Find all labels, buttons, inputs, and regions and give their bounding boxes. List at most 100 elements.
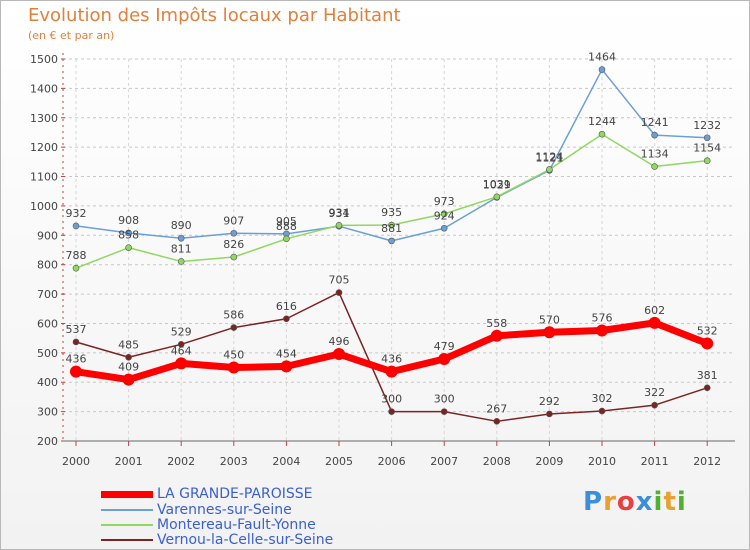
chart-title: Evolution des Impôts locaux par Habitant xyxy=(28,5,401,26)
data-label: 1232 xyxy=(693,119,721,132)
data-point xyxy=(230,229,238,237)
chart-subtitle: (en € et par an) xyxy=(28,29,115,42)
data-label: 935 xyxy=(381,206,402,219)
data-point xyxy=(227,361,240,374)
data-point xyxy=(125,229,132,237)
data-point xyxy=(72,222,80,230)
data-label: 267 xyxy=(486,402,507,415)
data-point xyxy=(70,365,82,378)
data-label: 454 xyxy=(276,347,297,360)
logo-letter: i xyxy=(653,487,664,517)
data-label: 464 xyxy=(171,344,192,357)
y-tick-label: 1000 xyxy=(30,200,58,213)
logo-letter: t xyxy=(663,487,677,517)
data-label: 881 xyxy=(381,222,402,235)
data-label: 1121 xyxy=(535,151,563,164)
data-label: 973 xyxy=(434,195,455,208)
data-point xyxy=(333,348,345,361)
y-tick-label: 700 xyxy=(37,288,58,301)
data-label: 1029 xyxy=(483,178,511,191)
logo-letter: i xyxy=(676,487,687,517)
y-tick-label: 900 xyxy=(37,229,58,242)
data-point xyxy=(598,66,606,73)
data-point xyxy=(280,360,293,373)
data-point xyxy=(648,316,661,329)
data-point xyxy=(703,384,711,392)
data-label: 529 xyxy=(171,325,192,338)
data-point xyxy=(388,408,395,415)
data-label: 1244 xyxy=(588,115,616,128)
y-tick-label: 1500 xyxy=(30,53,58,66)
data-point xyxy=(388,221,395,229)
data-label: 537 xyxy=(66,323,87,336)
data-label: 705 xyxy=(329,274,350,287)
data-label: 888 xyxy=(276,220,297,233)
x-tick-label: 2005 xyxy=(325,455,353,468)
legend-label: Vernou-la-Celle-sur-Seine xyxy=(157,532,334,548)
data-point xyxy=(543,326,556,339)
legend-label: Varennes-sur-Seine xyxy=(157,502,292,518)
data-point xyxy=(546,166,553,173)
data-point xyxy=(598,407,606,415)
data-point xyxy=(177,341,185,348)
data-point xyxy=(493,418,501,425)
data-label: 932 xyxy=(66,207,87,220)
data-point xyxy=(651,163,658,170)
data-label: 302 xyxy=(592,392,613,405)
data-point xyxy=(490,329,503,342)
y-tick-label: 500 xyxy=(37,347,58,360)
data-point xyxy=(440,210,448,218)
data-label: 1124 xyxy=(535,150,563,163)
x-tick-label: 2011 xyxy=(641,455,669,468)
legend-item-montereau-fault-yonne: Montereau-Fault-Yonne xyxy=(101,517,316,533)
data-label: 576 xyxy=(592,312,613,325)
data-point xyxy=(493,193,501,201)
proxiti-logo: Proxiti xyxy=(583,487,687,517)
data-label: 436 xyxy=(381,353,402,366)
x-axis: 2000 2001 2002 2003 2004 2005 2006 2007 2008 2009… xyxy=(62,440,735,468)
x-tick-label: 2007 xyxy=(430,455,458,468)
x-tick-label: 2010 xyxy=(588,455,616,468)
x-tick-label: 2006 xyxy=(378,455,406,468)
legend-swatch-varennes-sur-seine xyxy=(101,509,153,511)
data-labels: 436 409 464 450 454 496 436 479 558 570 576 602 532 9… xyxy=(66,51,722,416)
data-label: 409 xyxy=(118,361,139,374)
data-point xyxy=(125,244,132,251)
y-tick-label: 1100 xyxy=(30,171,58,184)
data-point xyxy=(72,264,80,272)
data-point xyxy=(283,315,290,323)
data-point xyxy=(596,324,608,337)
data-label: 602 xyxy=(644,304,665,317)
data-point xyxy=(651,131,658,139)
data-point xyxy=(438,353,451,366)
legend-label: Montereau-Fault-Yonne xyxy=(157,517,316,533)
data-label: 300 xyxy=(434,393,455,406)
data-label: 1134 xyxy=(641,148,669,161)
data-point xyxy=(703,134,711,142)
data-point xyxy=(440,408,448,415)
data-label: 381 xyxy=(697,369,718,382)
data-point xyxy=(122,373,135,386)
x-tick-label: 2008 xyxy=(483,455,511,468)
legend-item-vernou-la-celle-sur-seine: Vernou-la-Celle-sur-Seine xyxy=(101,532,333,548)
legend-swatch-vernou-la-celle-sur-seine xyxy=(101,539,153,541)
data-label: 858 xyxy=(118,229,139,242)
data-point xyxy=(283,235,290,243)
data-point xyxy=(175,357,188,370)
data-point xyxy=(701,337,714,350)
data-label: 485 xyxy=(118,338,139,351)
data-label: 826 xyxy=(223,238,244,251)
data-point xyxy=(546,410,553,418)
data-label: 479 xyxy=(434,340,455,353)
data-label: 931 xyxy=(329,207,350,220)
data-label: 322 xyxy=(644,386,665,399)
series-layer xyxy=(70,66,714,425)
data-label: 616 xyxy=(276,300,297,313)
data-label: 908 xyxy=(118,214,139,227)
data-label: 1464 xyxy=(588,51,616,64)
data-label: 905 xyxy=(276,215,297,228)
x-tick-label: 2003 xyxy=(220,455,248,468)
data-label: 811 xyxy=(171,242,192,255)
data-label: 788 xyxy=(66,249,87,262)
logo-letter: P xyxy=(583,487,604,517)
